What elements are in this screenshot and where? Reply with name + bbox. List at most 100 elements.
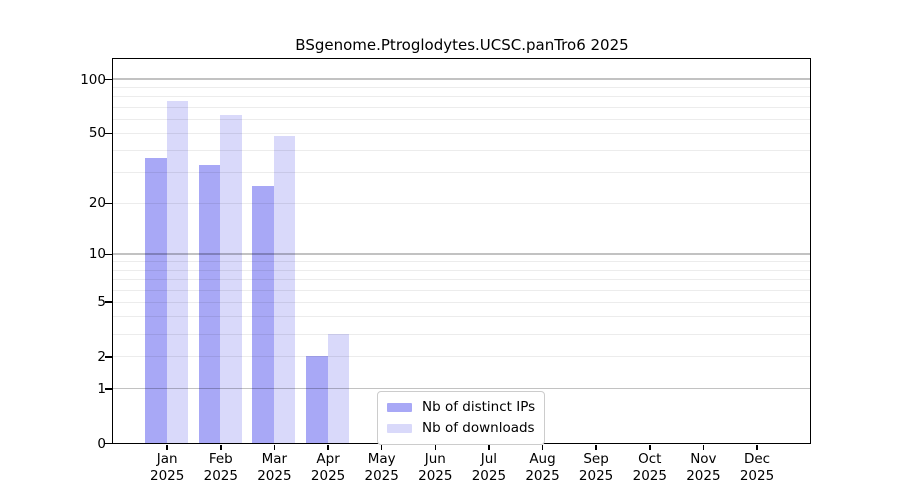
bar-downloads (273, 135, 296, 443)
y-tick-mark (105, 253, 112, 256)
x-tick-month: Nov (690, 451, 717, 467)
gridline-minor (113, 118, 810, 120)
x-tick-mark (273, 445, 276, 450)
gridline-minor (113, 87, 810, 89)
y-tick-label: 5 (97, 294, 106, 311)
bar-downloads (220, 114, 242, 443)
x-tick-year: 2025 (471, 468, 507, 484)
gridline-minor (113, 96, 810, 98)
x-tick-year: 2025 (257, 468, 292, 484)
x-tick-month: Sep (583, 451, 609, 467)
gridline-minor (113, 132, 810, 134)
gridline-minor (113, 301, 810, 303)
gridline-minor (113, 356, 810, 358)
plot-area: Nb of distinct IPs Nb of downloads (112, 58, 811, 445)
y-tick-label: 2 (97, 348, 106, 365)
gridline-major (113, 387, 810, 390)
x-tick-mark (434, 445, 437, 450)
y-tick-label: 0 (97, 435, 106, 452)
x-tick-month: Feb (208, 451, 233, 467)
x-tick-year: 2025 (525, 468, 560, 484)
x-tick-label: Jan 2025 (135, 451, 199, 485)
y-tick-mark (105, 301, 112, 303)
x-tick-label: Oct 2025 (618, 451, 682, 485)
bar-distinct-ips (252, 185, 274, 443)
gridline-major (113, 253, 810, 255)
gridline-minor (113, 261, 810, 263)
x-tick-year: 2025 (203, 468, 238, 484)
gridline-minor (113, 316, 810, 317)
y-tick-mark (105, 132, 112, 135)
x-tick-mark (488, 445, 490, 450)
legend-item-downloads: Nb of downloads (387, 418, 535, 438)
bar-downloads (327, 333, 349, 443)
gridline-minor (113, 289, 810, 291)
chart-title: BSgenome.Ptroglodytes.UCSC.panTro6 2025 (295, 36, 629, 54)
gridline-minor (113, 278, 810, 280)
x-tick-label: May 2025 (350, 451, 414, 485)
x-tick-mark (166, 445, 168, 450)
x-tick-month: Dec (743, 451, 771, 467)
y-tick-mark (105, 388, 112, 390)
bar-distinct-ips (145, 158, 167, 443)
x-tick-year: 2025 (578, 468, 614, 484)
x-tick-mark (702, 445, 705, 450)
x-tick-mark (380, 445, 383, 450)
bar-distinct-ips (306, 356, 328, 443)
x-tick-year: 2025 (150, 468, 185, 484)
gridline-minor (113, 202, 810, 204)
x-tick-year: 2025 (364, 468, 399, 484)
x-tick-mark (649, 445, 651, 450)
x-tick-label: Sep 2025 (564, 451, 628, 485)
x-tick-label: Jul 2025 (457, 451, 521, 485)
x-tick-year: 2025 (418, 468, 453, 484)
x-tick-year: 2025 (310, 468, 346, 484)
y-tick-mark (105, 78, 112, 81)
y-tick-mark (105, 202, 112, 205)
x-tick-year: 2025 (632, 468, 667, 484)
x-tick-mark (220, 445, 222, 450)
x-tick-year: 2025 (686, 468, 721, 484)
x-tick-mark (541, 445, 544, 450)
y-tick-mark (105, 356, 112, 358)
x-tick-mark (756, 445, 758, 450)
gridline-minor (113, 333, 810, 335)
y-tick-label: 10 (88, 246, 106, 263)
x-tick-label: Mar 2025 (242, 451, 306, 485)
x-tick-month: Oct (638, 451, 662, 467)
x-tick-label: Jun 2025 (403, 451, 467, 485)
x-tick-month: Apr (316, 451, 340, 467)
x-tick-year: 2025 (739, 468, 775, 484)
gridline-minor (113, 106, 810, 108)
x-tick-mark (595, 445, 597, 450)
x-tick-month: Jun (424, 451, 446, 467)
x-tick-month: Aug (529, 451, 556, 467)
y-tick-label: 50 (88, 125, 106, 142)
y-tick-label: 20 (88, 195, 106, 212)
gridline-minor (113, 269, 810, 271)
x-tick-label: Feb 2025 (189, 451, 253, 485)
x-tick-month: May (367, 451, 396, 467)
x-tick-label: Nov 2025 (671, 451, 735, 485)
x-tick-month: Jan (156, 451, 178, 467)
bar-distinct-ips (198, 164, 221, 443)
x-tick-label: Apr 2025 (296, 451, 360, 485)
x-tick-month: Jul (480, 451, 498, 467)
y-tick-mark (105, 442, 112, 445)
legend-swatch-distinct-ips (387, 402, 412, 412)
gridline-minor (113, 172, 810, 174)
x-tick-month: Mar (261, 451, 288, 467)
x-tick-mark (327, 445, 329, 450)
legend-label-distinct-ips: Nb of distinct IPs (422, 399, 536, 415)
y-tick-label: 100 (80, 71, 106, 88)
gridline-major (113, 78, 810, 80)
bar-downloads (166, 101, 189, 443)
x-tick-label: Aug 2025 (511, 451, 575, 485)
legend-swatch-downloads (387, 423, 412, 433)
x-tick-label: Dec 2025 (725, 451, 789, 485)
gridline-minor (113, 150, 810, 151)
legend: Nb of distinct IPs Nb of downloads (377, 391, 546, 445)
legend-item-distinct-ips: Nb of distinct IPs (387, 397, 535, 417)
y-tick-label: 1 (97, 380, 106, 397)
